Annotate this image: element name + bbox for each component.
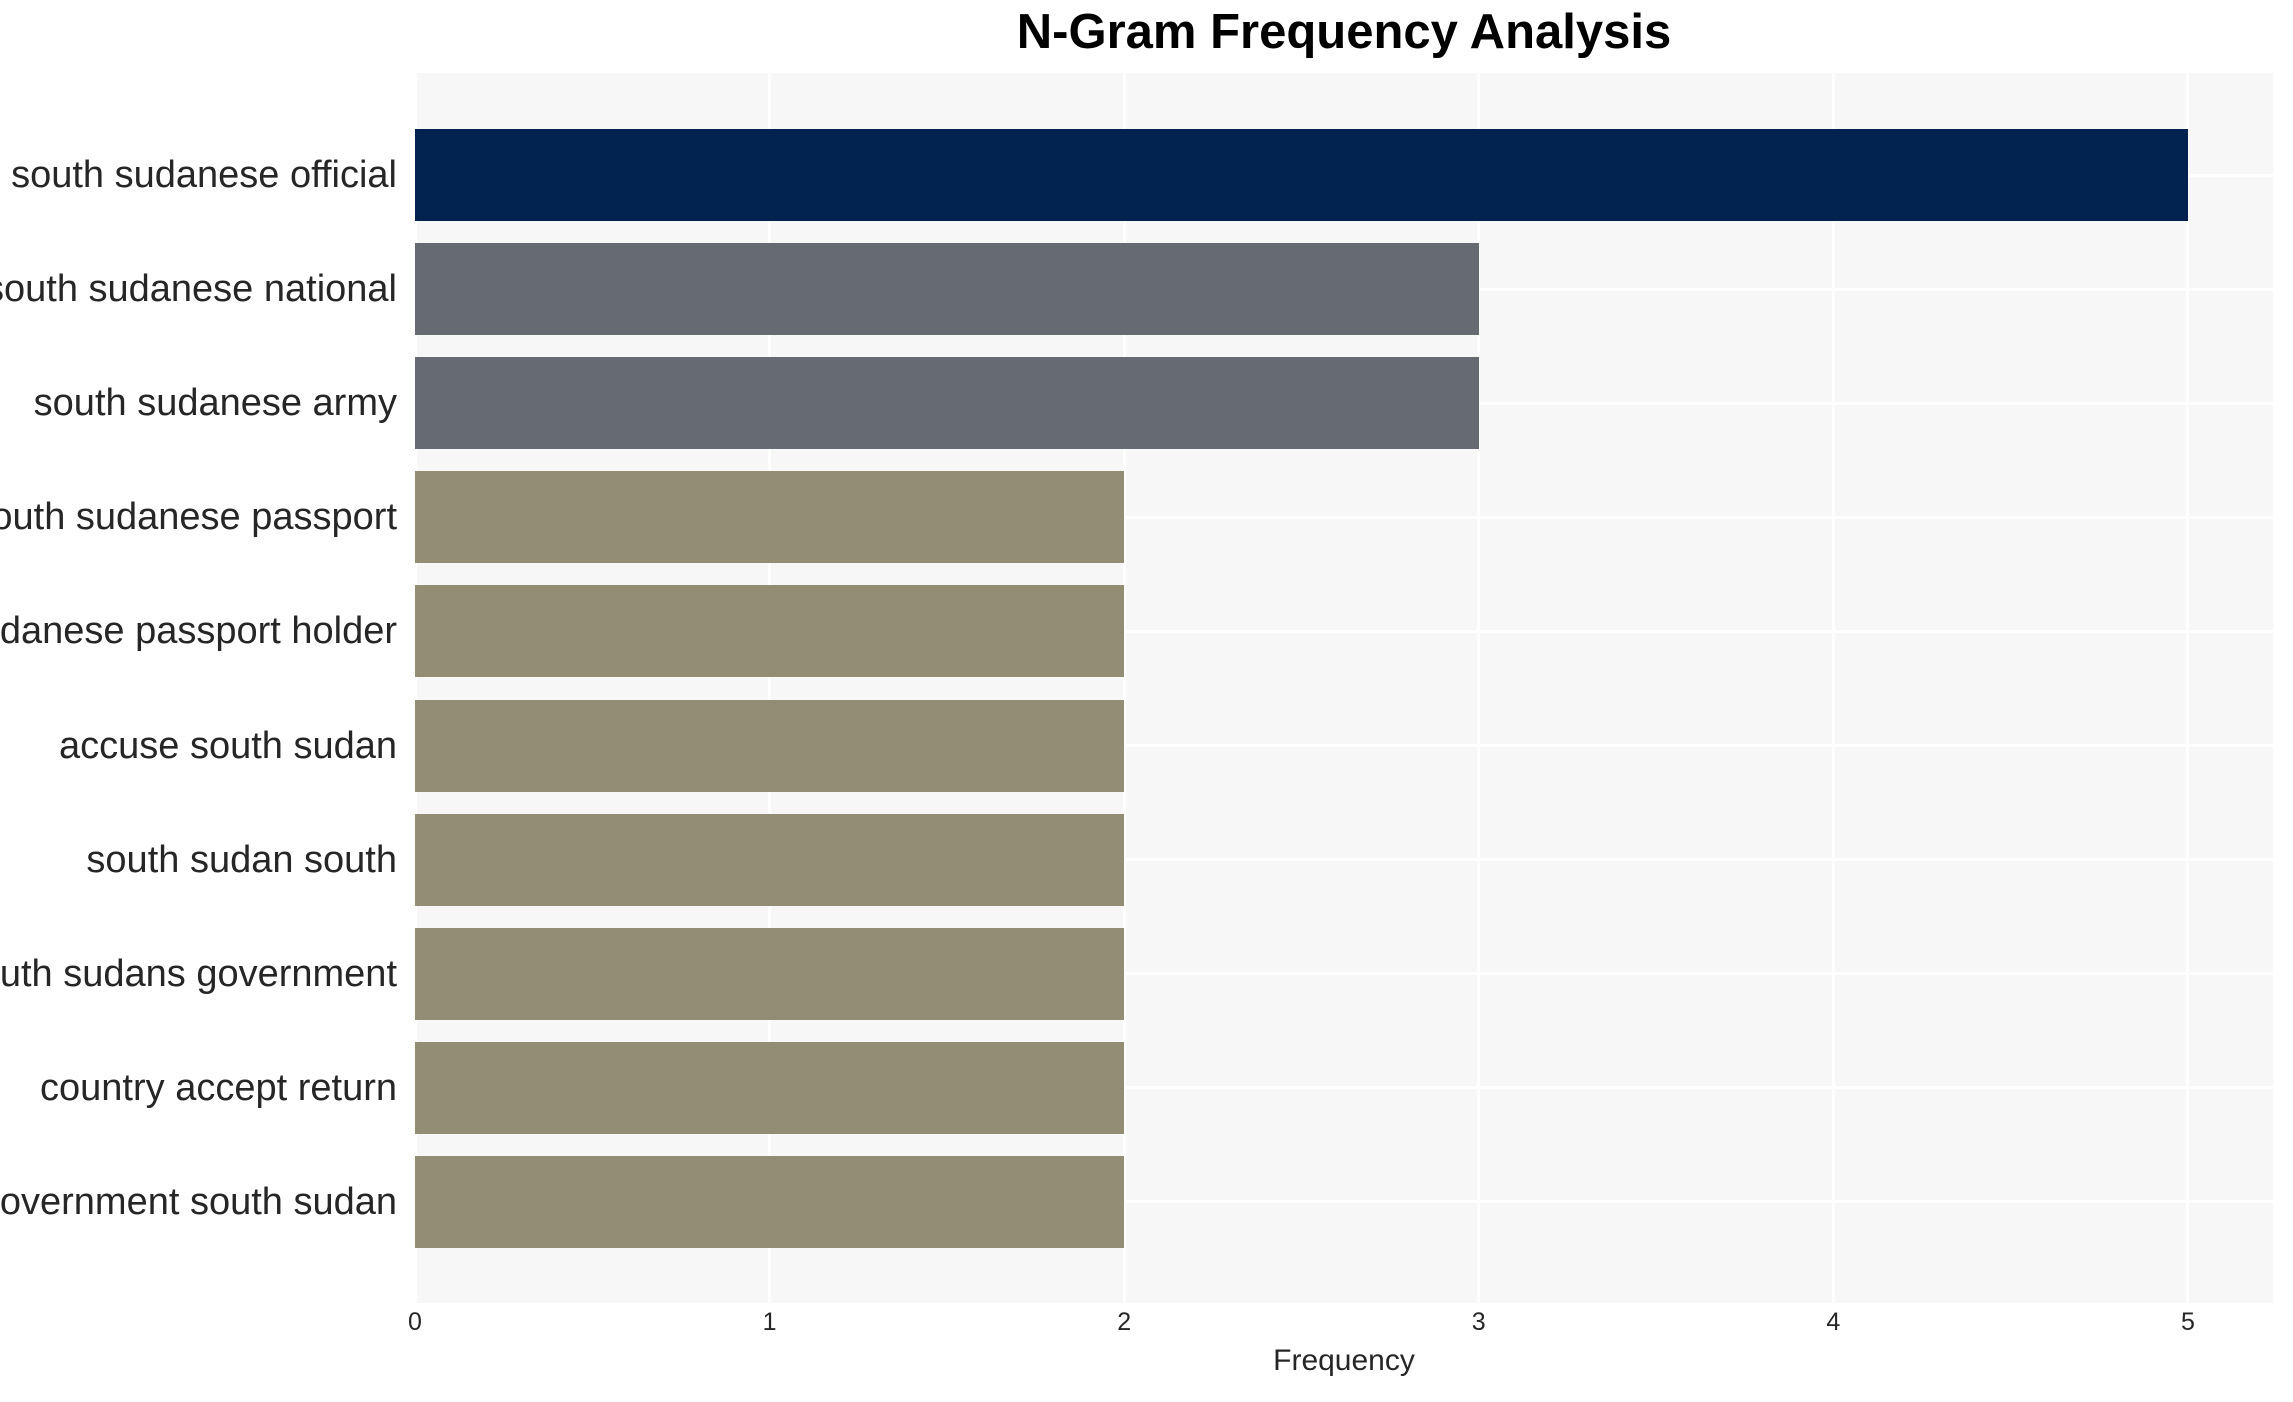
bar bbox=[415, 699, 1125, 792]
y-gridline bbox=[415, 1200, 2273, 1204]
x-tick-label: 5 bbox=[2180, 1308, 2195, 1336]
bar bbox=[415, 1155, 1125, 1248]
y-gridline bbox=[415, 515, 2273, 519]
chart-title: N-Gram Frequency Analysis bbox=[1016, 5, 1672, 59]
category-label: south sudans government bbox=[0, 952, 397, 995]
category-label: south sudanese passport bbox=[0, 496, 397, 539]
x-gridline bbox=[2186, 73, 2190, 1303]
bar bbox=[415, 129, 2188, 221]
x-tick-label: 0 bbox=[408, 1308, 422, 1336]
x-gridline bbox=[413, 73, 417, 1303]
y-gridline bbox=[415, 972, 2273, 976]
category-label: sudanese passport holder bbox=[0, 610, 397, 653]
x-tick-label: 4 bbox=[1826, 1308, 1841, 1336]
x-tick-label: 2 bbox=[1117, 1308, 1132, 1336]
category-label: government south sudan bbox=[0, 1180, 397, 1223]
x-gridline bbox=[1831, 73, 1835, 1303]
x-tick-label: 3 bbox=[1471, 1308, 1486, 1336]
y-gridline bbox=[415, 1086, 2273, 1090]
y-gridline bbox=[415, 629, 2273, 633]
plot-area bbox=[413, 73, 2273, 1303]
bar bbox=[415, 471, 1125, 564]
category-label: country accept return bbox=[40, 1066, 397, 1109]
bar bbox=[415, 357, 1479, 450]
bar bbox=[415, 585, 1125, 678]
x-axis-label: Frequency bbox=[1273, 1344, 1415, 1377]
category-label: south sudanese official bbox=[11, 154, 397, 196]
bar bbox=[415, 813, 1125, 906]
y-gridline bbox=[415, 858, 2273, 862]
category-label: south sudanese army bbox=[33, 382, 397, 425]
bar bbox=[415, 243, 1479, 336]
x-tick-label: 1 bbox=[762, 1308, 777, 1336]
x-gridline bbox=[1477, 73, 1481, 1303]
bar bbox=[415, 927, 1125, 1020]
category-label: south sudanese national bbox=[0, 268, 397, 311]
bar bbox=[415, 1041, 1125, 1134]
category-label: south sudan south bbox=[86, 838, 397, 881]
x-gridline bbox=[768, 73, 772, 1303]
category-label: accuse south sudan bbox=[58, 724, 397, 767]
y-gridline bbox=[415, 744, 2273, 747]
x-gridline bbox=[1122, 73, 1126, 1303]
